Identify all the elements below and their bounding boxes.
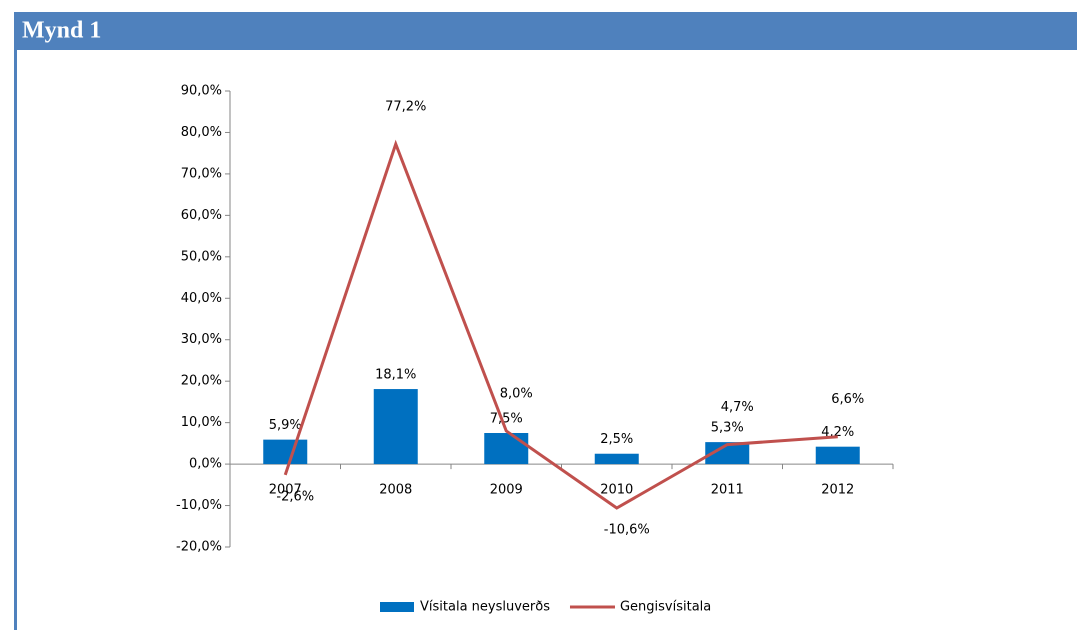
bar bbox=[484, 433, 529, 465]
y-tick-label: -10,0% bbox=[176, 498, 222, 513]
x-tick-label: 2011 bbox=[711, 483, 744, 498]
bar-label: 2,5% bbox=[600, 432, 633, 447]
y-tick-label: 30,0% bbox=[181, 332, 222, 347]
y-tick-label: 70,0% bbox=[181, 166, 222, 181]
header-bar bbox=[14, 12, 1077, 50]
legend-swatch bbox=[380, 602, 414, 612]
line bbox=[283, 139, 838, 510]
bar-label: 5,3% bbox=[711, 421, 744, 436]
y-tick-label: 90,0% bbox=[181, 84, 222, 99]
x-tick-label: 2007 bbox=[269, 483, 302, 498]
x-tick-label: 2009 bbox=[490, 483, 523, 498]
line-label: 8,0% bbox=[500, 386, 533, 401]
x-tick-label: 2008 bbox=[379, 483, 412, 498]
header-title: Mynd 1 bbox=[22, 18, 101, 44]
x-tick-label: 2010 bbox=[600, 483, 633, 498]
bar bbox=[705, 442, 750, 465]
bar-label: 5,9% bbox=[269, 418, 302, 433]
legend-label: Vísitala neysluverðs bbox=[420, 600, 550, 615]
line-label: 6,6% bbox=[831, 392, 864, 407]
legend-label: Gengisvísitala bbox=[620, 600, 711, 615]
line-label: 4,7% bbox=[721, 400, 754, 415]
y-tick-label: -20,0% bbox=[176, 540, 222, 555]
line-label: -2,6% bbox=[276, 489, 314, 504]
line-label: -10,6% bbox=[604, 523, 650, 538]
y-tick-label: 50,0% bbox=[181, 249, 222, 264]
bar bbox=[594, 453, 639, 465]
bar bbox=[815, 446, 860, 465]
bar-label: 18,1% bbox=[375, 368, 416, 383]
y-tick-label: 10,0% bbox=[181, 415, 222, 430]
y-tick-label: 60,0% bbox=[181, 208, 222, 223]
y-tick-label: 80,0% bbox=[181, 125, 222, 140]
line-label: 77,2% bbox=[385, 100, 426, 115]
bar-label: 7,5% bbox=[490, 412, 523, 427]
left-border bbox=[14, 50, 17, 630]
bar bbox=[373, 389, 418, 465]
x-tick-label: 2012 bbox=[821, 483, 854, 498]
y-tick-label: 0,0% bbox=[189, 457, 222, 472]
y-tick-label: 20,0% bbox=[181, 374, 222, 389]
y-tick-label: 40,0% bbox=[181, 291, 222, 306]
bar bbox=[263, 439, 308, 465]
